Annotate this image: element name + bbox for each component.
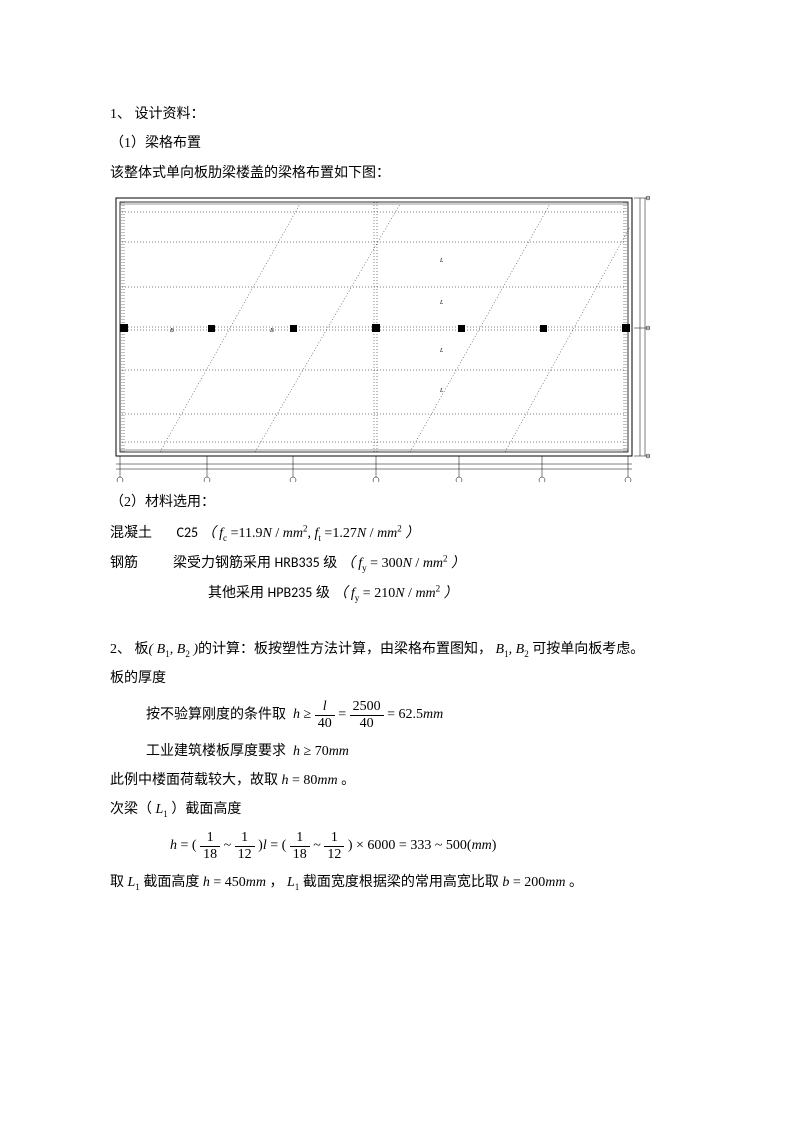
svg-text:L: L xyxy=(439,388,444,394)
svg-text:L: L xyxy=(439,300,444,306)
section2-title: 2、 板( B1, B2 )的计算：板按塑性方法计算，由梁格布置图知， B1, … xyxy=(110,635,703,664)
cond1-result: 62.5 xyxy=(399,707,424,722)
beam-label-prefix: 次梁（ xyxy=(110,802,152,817)
fy-main: 300 xyxy=(382,556,403,571)
slab-thickness-label: 板的厚度 xyxy=(110,664,703,693)
ft-value: 1.27 xyxy=(332,526,357,541)
slab-conclusion: 此例中楼面荷载较大，故取 h = 80mm 。 xyxy=(110,766,703,795)
beam-unit: mm xyxy=(472,838,492,853)
svg-text:B: B xyxy=(270,328,274,334)
final-b: 200 xyxy=(524,875,545,890)
section1-sub2-title: （2）材料选用： xyxy=(110,488,703,517)
secondary-beam-label: 次梁（ L1 ）截面高度 xyxy=(110,795,703,824)
steel-main: 钢筋 梁受力钢筋采用 HRB335 级 （ fy = 300N / mm2 ） xyxy=(110,548,703,578)
beam-span: 6000 xyxy=(367,838,395,853)
final-mid1: 截面高度 xyxy=(143,875,199,890)
final-suffix: 。 xyxy=(569,875,583,890)
final-h: 450 xyxy=(225,875,246,890)
section1-sub1-text: 该整体式单向板肋梁楼盖的梁格布置如下图： xyxy=(110,159,703,188)
beam-final: 取 L1 截面高度 h = 450mm ， L1 截面宽度根据梁的常用高宽比取 … xyxy=(110,868,703,897)
fc-value: 11.9 xyxy=(239,526,263,541)
steel-label: 钢筋 xyxy=(110,556,138,571)
stiffness-condition: 按不验算刚度的条件取 h ≥ l40 = 250040 = 62.5mm xyxy=(110,700,703,731)
beam-grid-diagram: L L L L B B xyxy=(110,192,650,482)
res1: 333 xyxy=(410,838,431,853)
svg-text:L: L xyxy=(439,348,444,354)
fy-other: 210 xyxy=(374,586,395,601)
sec2-suffix: 可按单向板考虑。 xyxy=(532,642,644,657)
concrete-grade: C25 xyxy=(177,524,199,541)
sec2-mid: 的计算：板按塑性方法计算，由梁格布置图知， xyxy=(198,642,492,657)
conc1-val: 80 xyxy=(303,773,317,788)
r1b: 18 xyxy=(293,847,307,862)
cond1-label: 按不验算刚度的条件取 xyxy=(146,707,286,722)
r2a: 12 xyxy=(238,847,252,862)
concrete-spec: 混凝土 C25 （ fc =11.9N / mm2, ft =1.27N / m… xyxy=(110,518,703,548)
cond1-l: 2500 xyxy=(353,699,381,714)
res2: 500 xyxy=(446,838,467,853)
conc1-suffix: 。 xyxy=(341,773,355,788)
steel-main-suffix: 级 xyxy=(323,556,337,571)
final-mid2: ， xyxy=(269,875,283,890)
beam-label-suffix: ）截面高度 xyxy=(171,802,241,817)
conc1-prefix: 此例中楼面荷载较大，故取 xyxy=(110,773,278,788)
steel-other: 其他采用 HPB235 级 （ fy = 210N / mm2 ） xyxy=(110,578,703,608)
svg-text:B: B xyxy=(170,328,174,334)
steel-other-label: 其他采用 xyxy=(208,586,264,601)
cond1-den1: 40 xyxy=(318,716,332,731)
beam-height-eq: h = ( 118 ~ 112 )l = ( 118 ~ 112 ) × 600… xyxy=(110,831,703,862)
steel-other-suffix: 级 xyxy=(316,586,330,601)
section1-sub1-title: （1）梁格布置 xyxy=(110,129,703,158)
industrial-req: 工业建筑楼板厚度要求 h ≥ 70mm xyxy=(110,737,703,766)
steel-main-grade: HRB335 xyxy=(275,554,320,571)
sec2-prefix: 2、 板 xyxy=(110,642,149,657)
cond1-den2: 40 xyxy=(360,716,374,731)
cond2-val: 70 xyxy=(315,744,329,759)
r1a: 18 xyxy=(203,847,217,862)
final-prefix: 取 xyxy=(110,875,124,890)
r2b: 12 xyxy=(327,847,341,862)
steel-other-grade: HPB235 xyxy=(268,584,313,601)
cond2-label: 工业建筑楼板厚度要求 xyxy=(146,744,286,759)
section1-title: 1、 设计资料： xyxy=(110,100,703,129)
concrete-label: 混凝土 xyxy=(110,526,152,541)
steel-main-label: 梁受力钢筋采用 xyxy=(173,556,271,571)
final-mid3: 截面宽度根据梁的常用高宽比取 xyxy=(303,875,499,890)
svg-text:L: L xyxy=(439,258,444,264)
